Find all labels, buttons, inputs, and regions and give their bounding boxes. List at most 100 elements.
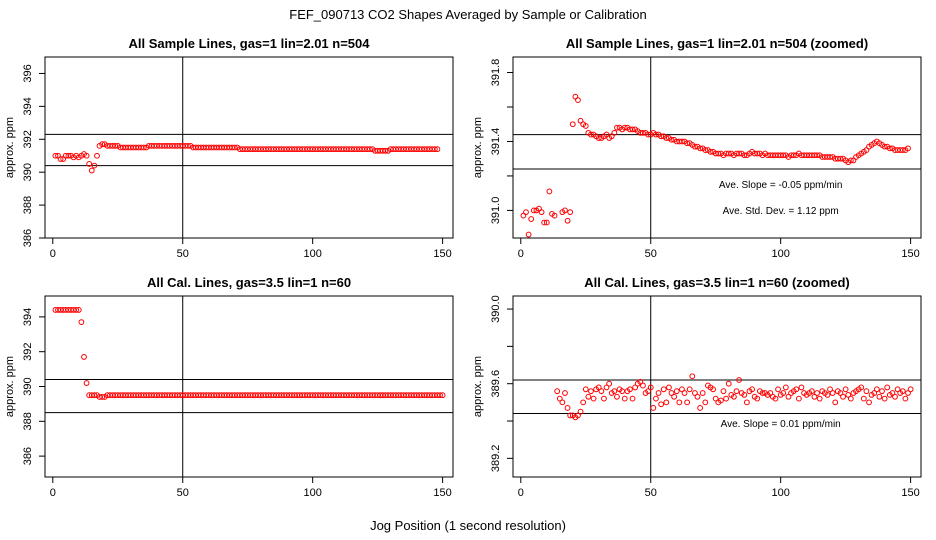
data-point <box>575 412 581 419</box>
x-tick-label: 100 <box>771 487 789 499</box>
data-point <box>840 393 846 400</box>
data-point <box>814 152 820 159</box>
x-tick-label: 50 <box>177 248 189 260</box>
data-point <box>112 142 119 149</box>
data-point <box>585 393 592 400</box>
data-point <box>697 405 704 411</box>
data-point <box>829 390 836 396</box>
data-point <box>366 146 373 153</box>
data-point <box>715 150 722 157</box>
data-point <box>863 388 870 395</box>
data-point <box>754 150 761 157</box>
data-point <box>907 386 914 393</box>
data-point <box>645 131 652 138</box>
data-point <box>668 390 675 396</box>
data-point <box>601 395 607 402</box>
y-axis-label: approx. ppm <box>472 356 484 417</box>
data-point <box>837 390 844 396</box>
data-point <box>725 380 732 387</box>
data-point <box>873 386 880 393</box>
data-point <box>582 123 589 129</box>
x-tick-label: 0 <box>518 487 524 499</box>
data-point <box>707 148 714 155</box>
data-point <box>637 378 644 385</box>
panel-title: All Cal. Lines, gas=3.5 lin=1 n=60 (zoom… <box>584 275 850 290</box>
data-point <box>736 377 742 383</box>
data-point <box>689 373 696 380</box>
data-point <box>814 390 820 396</box>
data-point <box>702 147 709 153</box>
y-tick-label: 391.8 <box>490 59 502 87</box>
data-point <box>551 212 558 219</box>
data-point <box>827 386 833 393</box>
data-point <box>671 393 678 400</box>
data-point <box>81 354 87 360</box>
data-point <box>431 146 438 153</box>
data-point <box>767 390 774 396</box>
data-point <box>88 167 95 174</box>
data-point <box>725 150 732 157</box>
data-point <box>86 161 93 167</box>
panel-1: All Sample Lines, gas=1 lin=2.01 n=504 0 5… <box>4 36 454 260</box>
data-point <box>543 219 550 226</box>
x-tick-label: 100 <box>303 248 321 260</box>
data-point <box>681 390 688 396</box>
data-point <box>860 395 867 402</box>
data-point <box>842 386 849 393</box>
data-point <box>811 393 818 400</box>
data-point <box>899 147 906 153</box>
data-point <box>741 152 748 159</box>
data-point <box>57 156 64 162</box>
x-tick-label: 50 <box>177 487 189 499</box>
data-point <box>847 395 854 402</box>
data-point <box>892 393 898 400</box>
data-point <box>538 209 545 216</box>
data-point <box>832 399 839 406</box>
figure-title: FEF_090713 CO2 Shapes Averaged by Sample… <box>289 7 646 22</box>
data-point <box>614 393 620 400</box>
x-tick-label: 0 <box>50 487 56 499</box>
data-point <box>73 307 80 313</box>
data-point <box>611 129 618 136</box>
data-point <box>717 397 724 404</box>
plot-frame <box>44 56 454 239</box>
data-point <box>679 138 685 145</box>
data-point <box>736 150 742 157</box>
data-point <box>694 393 701 400</box>
data-point <box>808 388 815 395</box>
data-point <box>866 399 872 406</box>
data-point <box>94 152 100 159</box>
y-tick-label: 389.6 <box>490 370 502 398</box>
data-point <box>564 217 571 224</box>
data-point <box>775 386 781 393</box>
data-point <box>785 393 792 400</box>
data-point <box>772 395 779 402</box>
data-point <box>655 390 662 396</box>
data-point <box>554 388 561 395</box>
data-point <box>555 241 560 246</box>
data-point <box>546 188 553 195</box>
x-tick-label: 0 <box>50 248 56 260</box>
x-tick-label: 150 <box>901 248 919 260</box>
data-point <box>185 142 191 149</box>
panel-3: All Cal. Lines, gas=3.5 lin=1 n=60 0 50 100… <box>4 275 454 499</box>
data-point <box>881 143 888 150</box>
panel-title: All Cal. Lines, gas=3.5 lin=1 n=60 <box>147 275 351 290</box>
data-point <box>658 133 665 140</box>
data-point <box>692 143 698 150</box>
data-point <box>577 408 584 415</box>
data-point <box>663 399 670 406</box>
data-point <box>858 384 865 391</box>
data-point <box>588 388 594 395</box>
data-point <box>140 144 147 151</box>
data-point <box>780 390 787 396</box>
data-point <box>611 388 618 395</box>
data-point <box>730 393 737 400</box>
data-point <box>640 129 646 136</box>
data-point <box>647 384 654 391</box>
y-tick-label: 392 <box>22 130 34 148</box>
data-point <box>741 391 748 398</box>
x-tick-label: 100 <box>771 248 789 260</box>
data-point <box>733 388 740 395</box>
